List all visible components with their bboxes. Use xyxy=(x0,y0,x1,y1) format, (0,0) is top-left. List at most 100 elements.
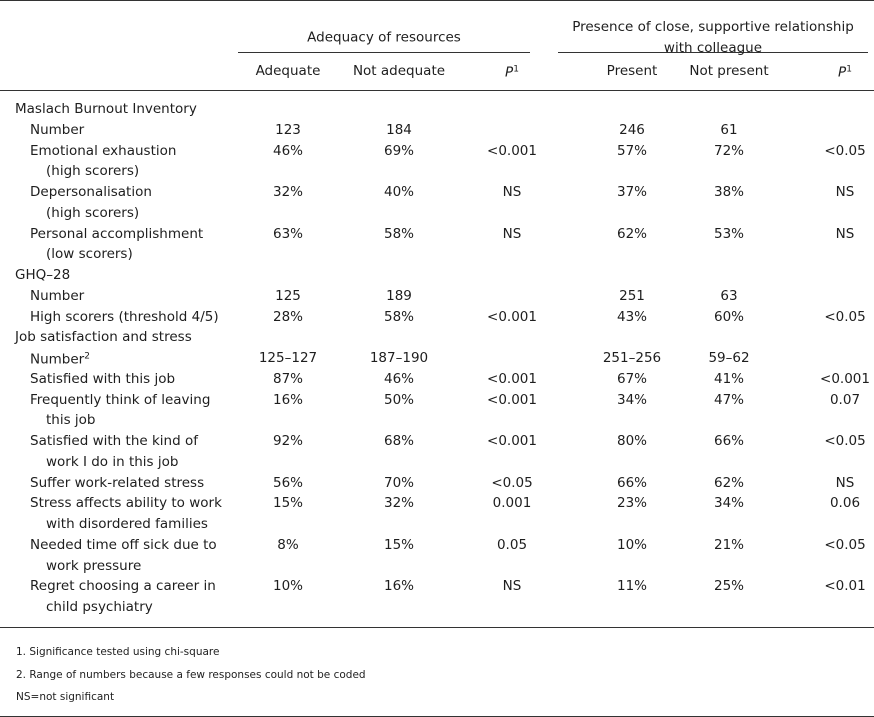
cell: 123 xyxy=(275,121,301,138)
row-label: (low scorers) xyxy=(46,246,133,263)
row-label: Suffer work-related stress xyxy=(30,474,205,491)
row-label: Depersonalisation xyxy=(30,184,152,200)
cell: 70% xyxy=(383,474,414,491)
cell: NS xyxy=(502,184,522,200)
row-label: Number xyxy=(30,121,85,138)
row-label: (high scorers) xyxy=(46,163,140,180)
column-header: Adequate xyxy=(255,63,321,79)
cell: <0.05 xyxy=(824,536,866,553)
cell: 21% xyxy=(713,536,744,553)
cell: <0.05 xyxy=(824,433,866,449)
row-label: (high scorers) xyxy=(46,204,140,221)
cell: 67% xyxy=(616,370,647,387)
cell: 15% xyxy=(383,536,414,553)
cell: <0.05 xyxy=(824,142,866,159)
cell: <0.001 xyxy=(487,433,537,449)
cell: 47% xyxy=(713,391,744,408)
cell: 63 xyxy=(720,287,738,304)
row-label: Emotional exhaustion xyxy=(30,142,177,159)
cell: 10% xyxy=(616,536,647,553)
cell: NS xyxy=(502,225,522,242)
header-rule xyxy=(0,90,874,91)
cell: <0.001 xyxy=(820,370,870,387)
footnote: NS=not significant xyxy=(16,691,115,703)
cell: <0.001 xyxy=(487,142,537,159)
row-label: Satisfied with this job xyxy=(30,370,176,387)
cell: 56% xyxy=(272,474,303,491)
cell: NS xyxy=(835,225,855,242)
row-label: with disordered families xyxy=(46,516,208,532)
cell: 43% xyxy=(616,308,647,325)
footnote: 1. Significance tested using chi-square xyxy=(16,646,220,658)
footnote: 2. Range of numbers because a few respon… xyxy=(16,668,366,681)
cell: 59–62 xyxy=(708,350,750,366)
cell: 80% xyxy=(616,433,647,449)
cell: 32% xyxy=(272,184,303,200)
column-header: P1 xyxy=(452,61,572,82)
cell: 184 xyxy=(386,121,412,138)
cell: 62% xyxy=(616,225,647,242)
column-header-text: P xyxy=(838,64,847,81)
cell: 0.001 xyxy=(492,495,532,512)
cell: 37% xyxy=(616,184,647,200)
section-title: Maslach Burnout Inventory xyxy=(15,101,197,117)
cell: NS xyxy=(502,578,522,595)
cell: 28% xyxy=(272,308,303,325)
cell: 66% xyxy=(713,433,744,449)
superscript: 2 xyxy=(84,351,90,362)
row-label: Regret choosing a career in xyxy=(30,578,216,595)
cell: 53% xyxy=(713,225,744,242)
superscript: 1 xyxy=(513,64,519,75)
cell: 38% xyxy=(713,184,744,200)
cell: <0.001 xyxy=(487,391,537,408)
cell: 62% xyxy=(713,474,744,491)
cell: 32% xyxy=(383,495,414,512)
column-header-text: P xyxy=(505,64,514,81)
row-label: Needed time off sick due to xyxy=(30,536,217,553)
section-title: GHQ–28 xyxy=(15,267,71,283)
cell: 92% xyxy=(272,433,303,449)
superscript: 1 xyxy=(846,64,852,75)
row-label: Satisfied with the kind of xyxy=(30,433,198,449)
cell: 251 xyxy=(619,287,645,304)
row-label: work I do in this job xyxy=(46,453,179,470)
row-label-text: Number xyxy=(30,351,85,368)
cell: 251–256 xyxy=(602,350,662,366)
footer-rule xyxy=(0,627,874,628)
cell: 50% xyxy=(383,391,414,408)
cell: 246 xyxy=(619,121,645,138)
cell: 57% xyxy=(616,142,647,159)
group-rule xyxy=(238,52,530,53)
cell: 25% xyxy=(713,578,744,595)
cell: 125–127 xyxy=(258,350,318,366)
cell: 41% xyxy=(713,370,744,387)
cell: 0.06 xyxy=(829,495,861,512)
cell: 72% xyxy=(713,142,744,159)
cell: 58% xyxy=(383,308,414,325)
row-label: work pressure xyxy=(46,557,142,574)
cell: 15% xyxy=(272,495,303,512)
group-rule xyxy=(558,52,868,53)
cell: <0.01 xyxy=(824,578,866,595)
group-header: Presence of close, supportive relationsh… xyxy=(572,19,854,56)
cell: 63% xyxy=(272,225,303,242)
row-label: Frequently think of leaving xyxy=(30,391,211,408)
cell: 10% xyxy=(272,578,303,595)
cell: 66% xyxy=(616,474,647,491)
column-header: P1 xyxy=(785,61,874,82)
cell: 16% xyxy=(383,578,414,595)
cell: 8% xyxy=(277,536,299,553)
group-header: Adequacy of resources xyxy=(307,29,461,46)
cell: <0.05 xyxy=(824,308,866,325)
cell: 189 xyxy=(386,287,412,304)
cell: <0.05 xyxy=(491,474,533,491)
cell: 60% xyxy=(713,308,744,325)
cell: 34% xyxy=(616,391,647,408)
row-label: child psychiatry xyxy=(46,599,153,615)
cell: <0.001 xyxy=(487,308,537,325)
row-label: Stress affects ability to work xyxy=(30,495,222,512)
row-label: High scorers (threshold 4/5) xyxy=(30,308,219,325)
row-label: Personal accomplishment xyxy=(30,225,204,242)
cell: 61 xyxy=(720,121,738,138)
